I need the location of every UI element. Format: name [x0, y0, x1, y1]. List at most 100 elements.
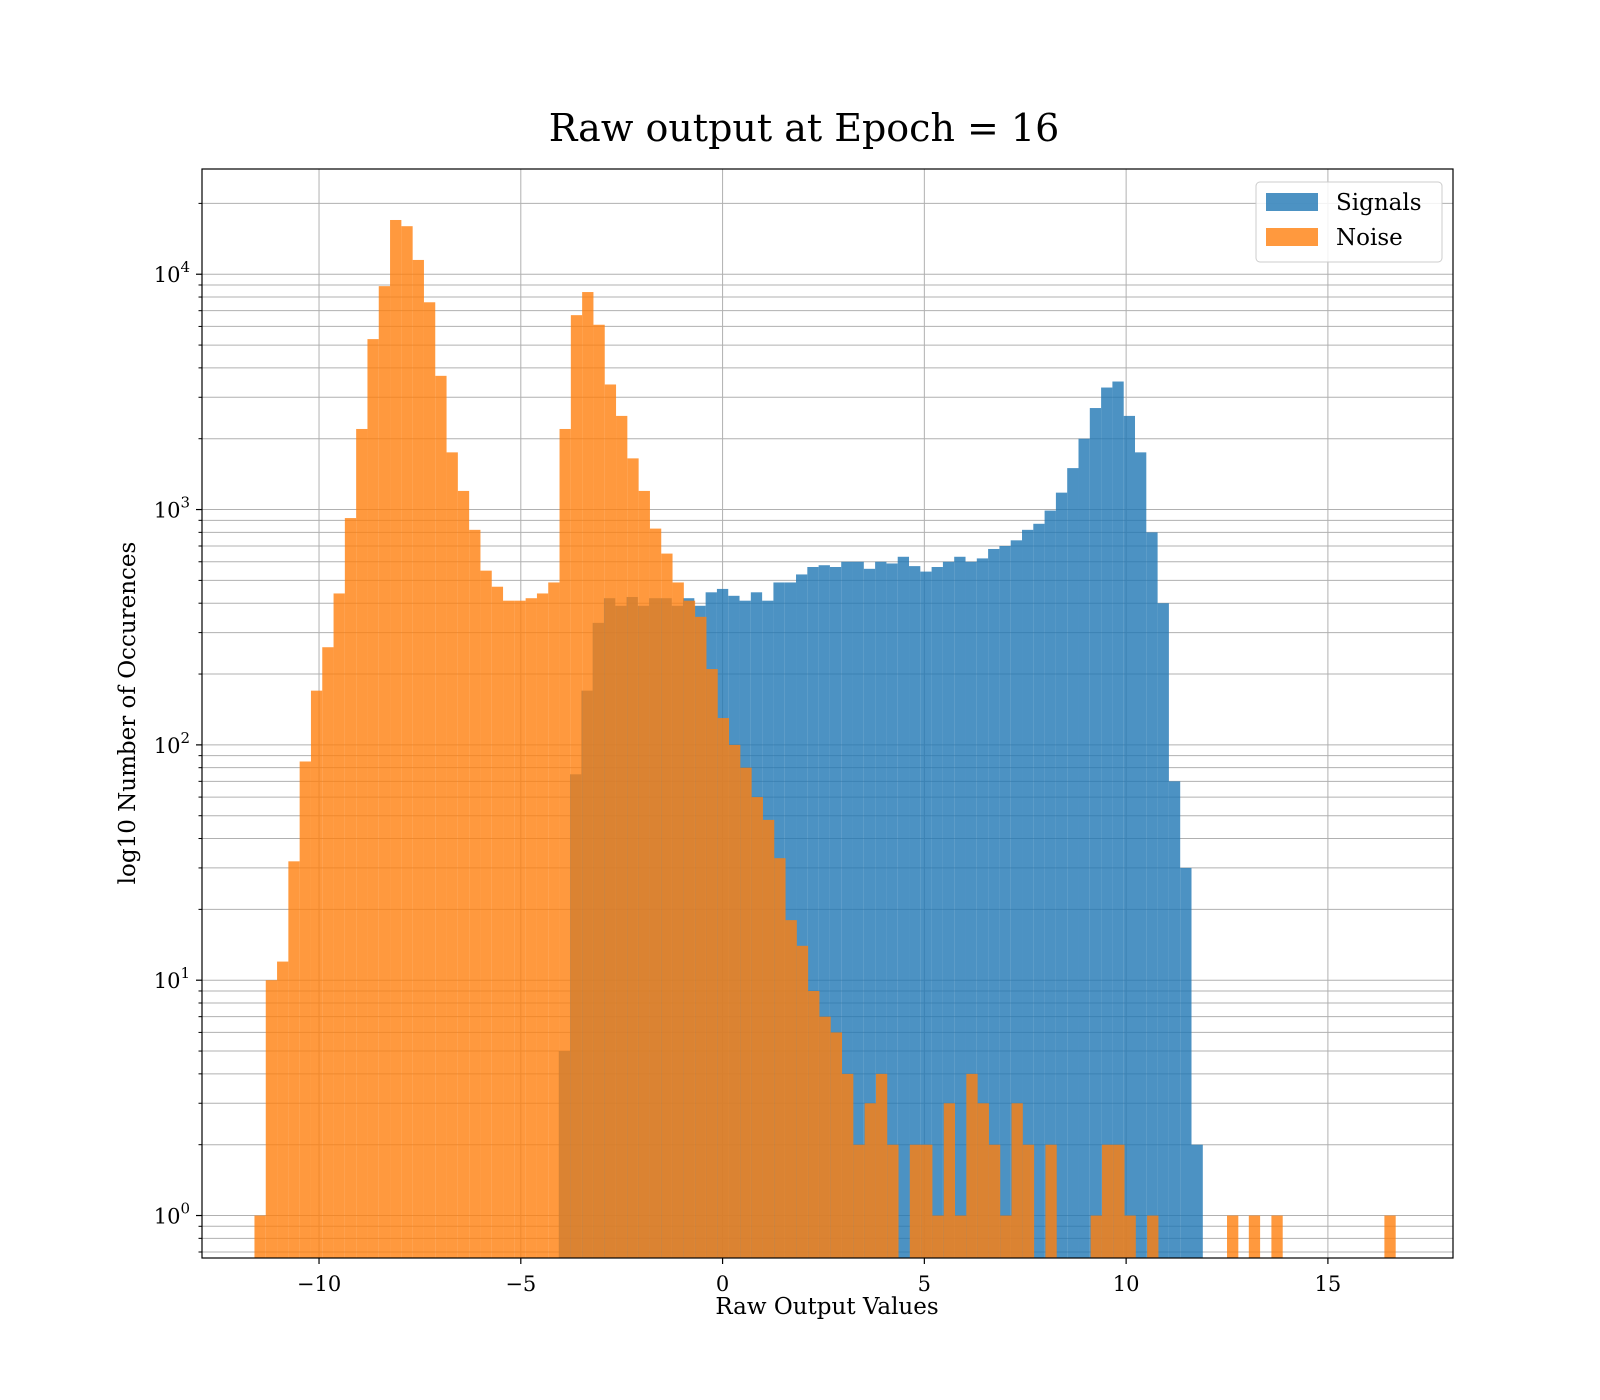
x-axis-ticks: −10 −5 0 5 10 15 — [297, 1258, 1341, 1296]
bar-noise — [503, 600, 515, 1258]
bar-noise — [672, 582, 684, 1258]
bar-noise — [853, 1144, 865, 1258]
bar-noise — [480, 570, 492, 1258]
bar-signals — [818, 565, 830, 1258]
bar-signals — [942, 561, 955, 1258]
bar-signals — [931, 567, 943, 1258]
bar-noise — [706, 669, 718, 1258]
y-tick-label: 104 — [154, 258, 190, 287]
y-tick-label: 102 — [154, 729, 190, 758]
bar-noise — [762, 819, 775, 1258]
y-tick-label: 100 — [154, 1200, 190, 1229]
bar-noise — [333, 593, 345, 1258]
bar-noise — [638, 490, 650, 1258]
bar-noise — [955, 1215, 967, 1258]
bar-noise — [1124, 1215, 1136, 1258]
x-tick-label: 10 — [1113, 1272, 1140, 1296]
bar-noise — [525, 598, 537, 1258]
bar-noise — [310, 690, 323, 1258]
bar-noise — [1011, 1103, 1023, 1258]
bar-noise — [593, 324, 605, 1258]
bar-noise — [661, 553, 673, 1258]
bar-noise — [774, 858, 786, 1258]
bar-signals — [954, 556, 966, 1258]
bar-noise — [1022, 1144, 1035, 1258]
bar-noise — [1384, 1215, 1396, 1258]
bar-signals — [1135, 452, 1147, 1258]
bar-noise — [582, 292, 594, 1258]
legend-swatch-noise — [1266, 228, 1318, 246]
bar-signals — [829, 567, 842, 1258]
bar-noise — [412, 259, 424, 1258]
bar-noise — [265, 980, 278, 1258]
noise-bars — [254, 219, 1396, 1259]
bar-noise — [1248, 1215, 1261, 1258]
bar-signals — [1033, 523, 1045, 1258]
bar-noise — [491, 586, 504, 1258]
bar-noise — [390, 219, 402, 1258]
bar-signals — [886, 563, 898, 1258]
legend-label-signals: Signals — [1336, 190, 1422, 216]
bar-signals — [999, 546, 1011, 1258]
bar-noise — [729, 744, 741, 1258]
bar-noise — [627, 458, 639, 1258]
bar-noise — [322, 647, 334, 1258]
bar-noise — [819, 1016, 831, 1258]
bar-noise — [966, 1073, 978, 1258]
x-axis-label: Raw Output Values — [715, 1294, 938, 1320]
bar-noise — [299, 761, 311, 1258]
bar-signals — [909, 566, 921, 1258]
bar-noise — [864, 1103, 876, 1258]
x-tick-label: 15 — [1315, 1272, 1342, 1296]
bar-noise — [344, 518, 357, 1258]
bar-noise — [683, 600, 696, 1258]
bar-noise — [378, 286, 391, 1259]
y-tick-label: 103 — [154, 494, 190, 523]
bar-signals — [807, 567, 819, 1258]
bar-noise — [842, 1073, 854, 1258]
bar-noise — [740, 767, 752, 1258]
bar-noise — [570, 315, 583, 1258]
bar-signals — [1022, 529, 1034, 1258]
bar-noise — [559, 428, 571, 1258]
legend-swatch-signals — [1266, 193, 1318, 211]
bar-noise — [909, 1144, 922, 1258]
plot-frame — [201, 168, 1454, 1259]
bar-noise — [435, 375, 447, 1258]
chart-title: Raw output at Epoch = 16 — [549, 106, 1060, 150]
bar-noise — [446, 452, 458, 1258]
y-axis-label: log10 Number of Occurences — [115, 542, 141, 885]
bar-noise — [751, 797, 763, 1258]
bar-noise — [514, 600, 526, 1258]
bar-noise — [457, 490, 470, 1258]
bar-signals — [1055, 492, 1068, 1259]
bar-noise — [717, 718, 730, 1258]
bar-noise — [1227, 1215, 1239, 1258]
bar-noise — [604, 384, 617, 1258]
bar-noise — [988, 1144, 1001, 1258]
bar-signals — [1123, 415, 1136, 1258]
bar-noise — [977, 1103, 989, 1258]
legend-label-noise: Noise — [1336, 225, 1403, 251]
bar-noise — [796, 945, 809, 1258]
bar-noise — [1090, 1215, 1102, 1258]
bar-noise — [695, 616, 707, 1258]
bar-signals — [965, 561, 977, 1258]
bar-noise — [288, 861, 300, 1258]
bar-noise — [943, 1103, 956, 1258]
bar-noise — [1101, 1144, 1114, 1258]
bar-noise — [830, 1032, 843, 1258]
bar-signals — [1067, 468, 1079, 1259]
x-tick-label: −10 — [297, 1272, 341, 1296]
bar-signals — [852, 561, 864, 1258]
bar-signals — [1191, 1144, 1203, 1258]
bar-noise — [1147, 1215, 1159, 1258]
bar-noise — [1271, 1215, 1283, 1258]
bar-signals — [1101, 387, 1113, 1258]
bar-signals — [1157, 603, 1169, 1258]
bar-noise — [887, 1144, 899, 1258]
bar-noise — [277, 961, 289, 1258]
bar-signals — [976, 558, 989, 1258]
x-tick-label: 0 — [716, 1272, 729, 1296]
